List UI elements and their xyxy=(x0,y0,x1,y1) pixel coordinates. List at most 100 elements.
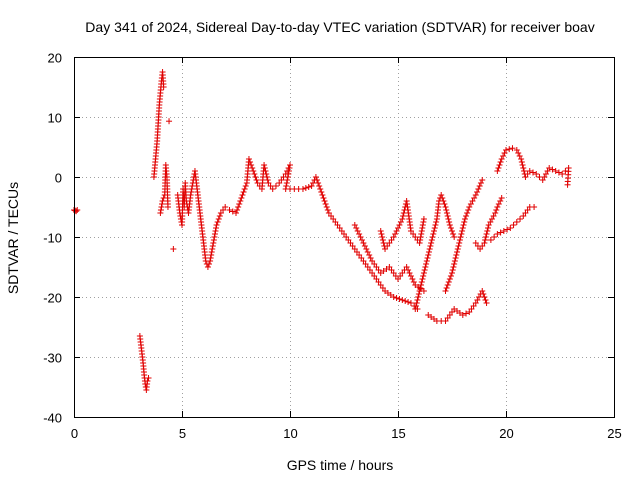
data-point xyxy=(405,267,412,273)
data-point xyxy=(413,300,420,306)
data-point xyxy=(351,222,358,228)
data-point xyxy=(450,264,457,270)
data-point xyxy=(418,279,425,285)
data-point xyxy=(446,222,453,228)
data-point xyxy=(526,168,533,174)
data-point xyxy=(253,177,260,183)
data-point xyxy=(316,183,323,189)
data-point xyxy=(390,234,397,240)
data-point xyxy=(419,225,426,231)
data-point xyxy=(317,186,324,192)
data-point xyxy=(236,201,243,207)
data-point xyxy=(239,192,246,198)
data-point xyxy=(559,171,566,177)
data-point xyxy=(485,225,491,231)
x-tick-label: 10 xyxy=(283,426,297,441)
data-point xyxy=(495,201,502,207)
data-point xyxy=(480,291,487,297)
data-point xyxy=(407,300,414,306)
data-point xyxy=(324,207,331,213)
data-point xyxy=(454,246,461,252)
data-point xyxy=(395,225,401,231)
data-point xyxy=(456,240,463,246)
data-point xyxy=(215,216,222,222)
data-point xyxy=(503,147,509,153)
x-tick-label: 5 xyxy=(179,426,186,441)
data-point xyxy=(438,192,445,198)
data-point xyxy=(406,270,413,276)
data-point xyxy=(475,186,482,192)
data-point xyxy=(412,306,419,312)
data-point xyxy=(284,177,291,183)
data-point xyxy=(564,181,571,188)
axis-ticks: 0 5 10 15 20 25 -40 -30 -20 -10 0 10 20 xyxy=(43,51,622,442)
chart-title: Day 341 of 2024, Sidereal Day-to-day VTE… xyxy=(85,19,594,35)
data-point xyxy=(226,207,233,213)
data-point xyxy=(449,228,455,234)
data-point xyxy=(483,300,490,306)
data-point xyxy=(445,216,452,222)
data-point xyxy=(356,231,363,237)
data-point xyxy=(431,225,438,231)
data-point xyxy=(283,180,290,186)
data-point xyxy=(407,273,414,279)
data-point xyxy=(367,255,374,261)
data-point xyxy=(481,294,488,300)
data-point xyxy=(420,270,427,276)
data-point xyxy=(441,201,448,207)
data-point xyxy=(476,183,483,189)
data-point xyxy=(517,216,524,222)
data-series xyxy=(71,69,572,393)
data-point xyxy=(426,246,433,252)
data-point xyxy=(354,228,361,234)
data-point xyxy=(418,228,425,234)
data-point xyxy=(443,285,450,291)
data-point xyxy=(357,234,364,240)
data-point xyxy=(415,291,422,297)
grid-lines xyxy=(74,57,614,417)
y-tick-label: -40 xyxy=(43,411,62,426)
data-point xyxy=(494,204,501,210)
data-point xyxy=(287,162,293,168)
data-point xyxy=(302,185,309,191)
data-point xyxy=(166,118,173,125)
y-tick-label: -30 xyxy=(43,351,62,366)
data-point xyxy=(518,159,525,165)
x-tick-label: 20 xyxy=(499,426,513,441)
data-point xyxy=(403,264,410,270)
data-point xyxy=(158,204,165,210)
data-point xyxy=(240,189,247,195)
data-point xyxy=(494,231,501,237)
data-point xyxy=(188,186,195,192)
data-point xyxy=(497,159,504,165)
data-point xyxy=(440,198,447,204)
data-point xyxy=(159,201,166,207)
data-point xyxy=(214,219,221,225)
data-point xyxy=(530,169,536,176)
data-point xyxy=(310,180,317,186)
data-point xyxy=(238,195,245,201)
data-point xyxy=(427,243,434,249)
y-tick-label: 10 xyxy=(48,111,62,126)
data-point xyxy=(521,168,527,174)
data-point xyxy=(314,177,320,183)
data-point xyxy=(531,204,538,210)
data-point xyxy=(463,213,470,219)
data-point xyxy=(461,219,468,225)
data-point xyxy=(216,213,223,219)
data-point xyxy=(451,261,458,267)
data-point xyxy=(477,180,484,186)
x-tick-label: 25 xyxy=(607,426,621,441)
data-point xyxy=(418,231,425,237)
data-point xyxy=(509,145,516,152)
data-point xyxy=(222,204,229,210)
data-point xyxy=(447,273,454,279)
data-point xyxy=(249,165,256,171)
data-point xyxy=(452,255,459,261)
data-point xyxy=(446,276,453,282)
data-point xyxy=(460,222,467,228)
data-point xyxy=(241,186,248,192)
data-point xyxy=(496,162,503,168)
data-point xyxy=(487,237,494,243)
data-point xyxy=(520,165,527,171)
